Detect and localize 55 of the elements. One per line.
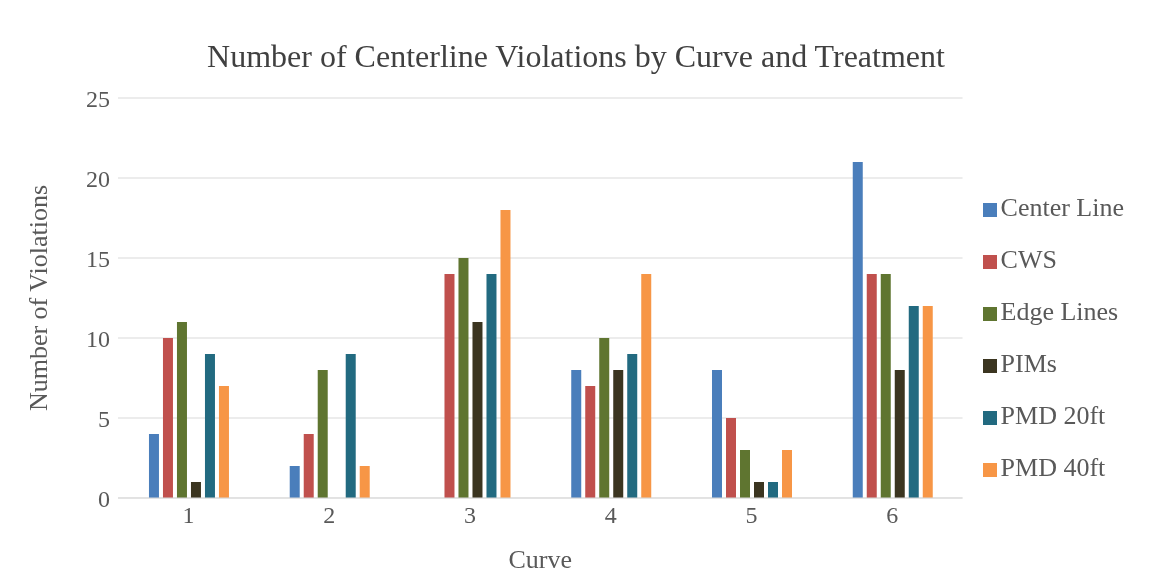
bar (148, 434, 159, 498)
x-tick-label: 2 (323, 502, 336, 529)
bar (782, 450, 792, 498)
y-tick-label: 10 (86, 325, 110, 352)
bar (500, 210, 511, 498)
bar (712, 370, 722, 498)
legend-label: Center Line (1000, 193, 1124, 222)
bar (768, 482, 778, 498)
bar (190, 482, 201, 498)
bar (359, 466, 370, 498)
x-tick-label: 6 (886, 502, 899, 529)
y-tick-label: 20 (86, 165, 110, 192)
chart-title: Number of Centerline Violations by Curve and Treatment (207, 38, 945, 74)
bar (458, 258, 469, 498)
x-tick-label: 4 (604, 502, 617, 529)
x-tick-label: 3 (463, 502, 476, 529)
y-tick-label: 5 (98, 405, 110, 432)
legend-label: Edge Lines (1000, 297, 1119, 326)
y-tick-label: 25 (86, 85, 110, 112)
bar (880, 274, 891, 498)
bar (289, 466, 300, 498)
bar (303, 434, 314, 498)
legend-label: PMD 40ft (1000, 453, 1106, 482)
bar (852, 162, 863, 498)
bar (922, 306, 933, 498)
bar (571, 370, 582, 498)
y-axis-title: Number of Violations (24, 184, 54, 412)
bar (627, 354, 638, 498)
x-tick-label: 1 (182, 502, 195, 529)
x-tick-label: 5 (745, 502, 758, 529)
bar (894, 370, 905, 498)
bar (345, 354, 356, 498)
bar (866, 274, 877, 498)
bar (726, 418, 736, 498)
bar (204, 354, 215, 498)
bar (908, 306, 919, 498)
legend-label: PIMs (1000, 349, 1057, 378)
y-tick-label: 15 (86, 245, 110, 272)
bar (218, 386, 229, 498)
bar (486, 274, 497, 498)
legend-label: PMD 20ft (1000, 401, 1106, 430)
x-axis-title: Curve (508, 545, 573, 574)
bar (317, 370, 328, 498)
bar (641, 274, 652, 498)
bar (472, 322, 483, 498)
bar (444, 274, 455, 498)
bar (613, 370, 624, 498)
bar (740, 450, 750, 498)
legend-label: CWS (1000, 245, 1057, 274)
bar (162, 338, 173, 498)
bar (585, 386, 596, 498)
bar (754, 482, 764, 498)
y-tick-label: 0 (98, 485, 110, 512)
bar (176, 322, 187, 498)
bar (599, 338, 610, 498)
